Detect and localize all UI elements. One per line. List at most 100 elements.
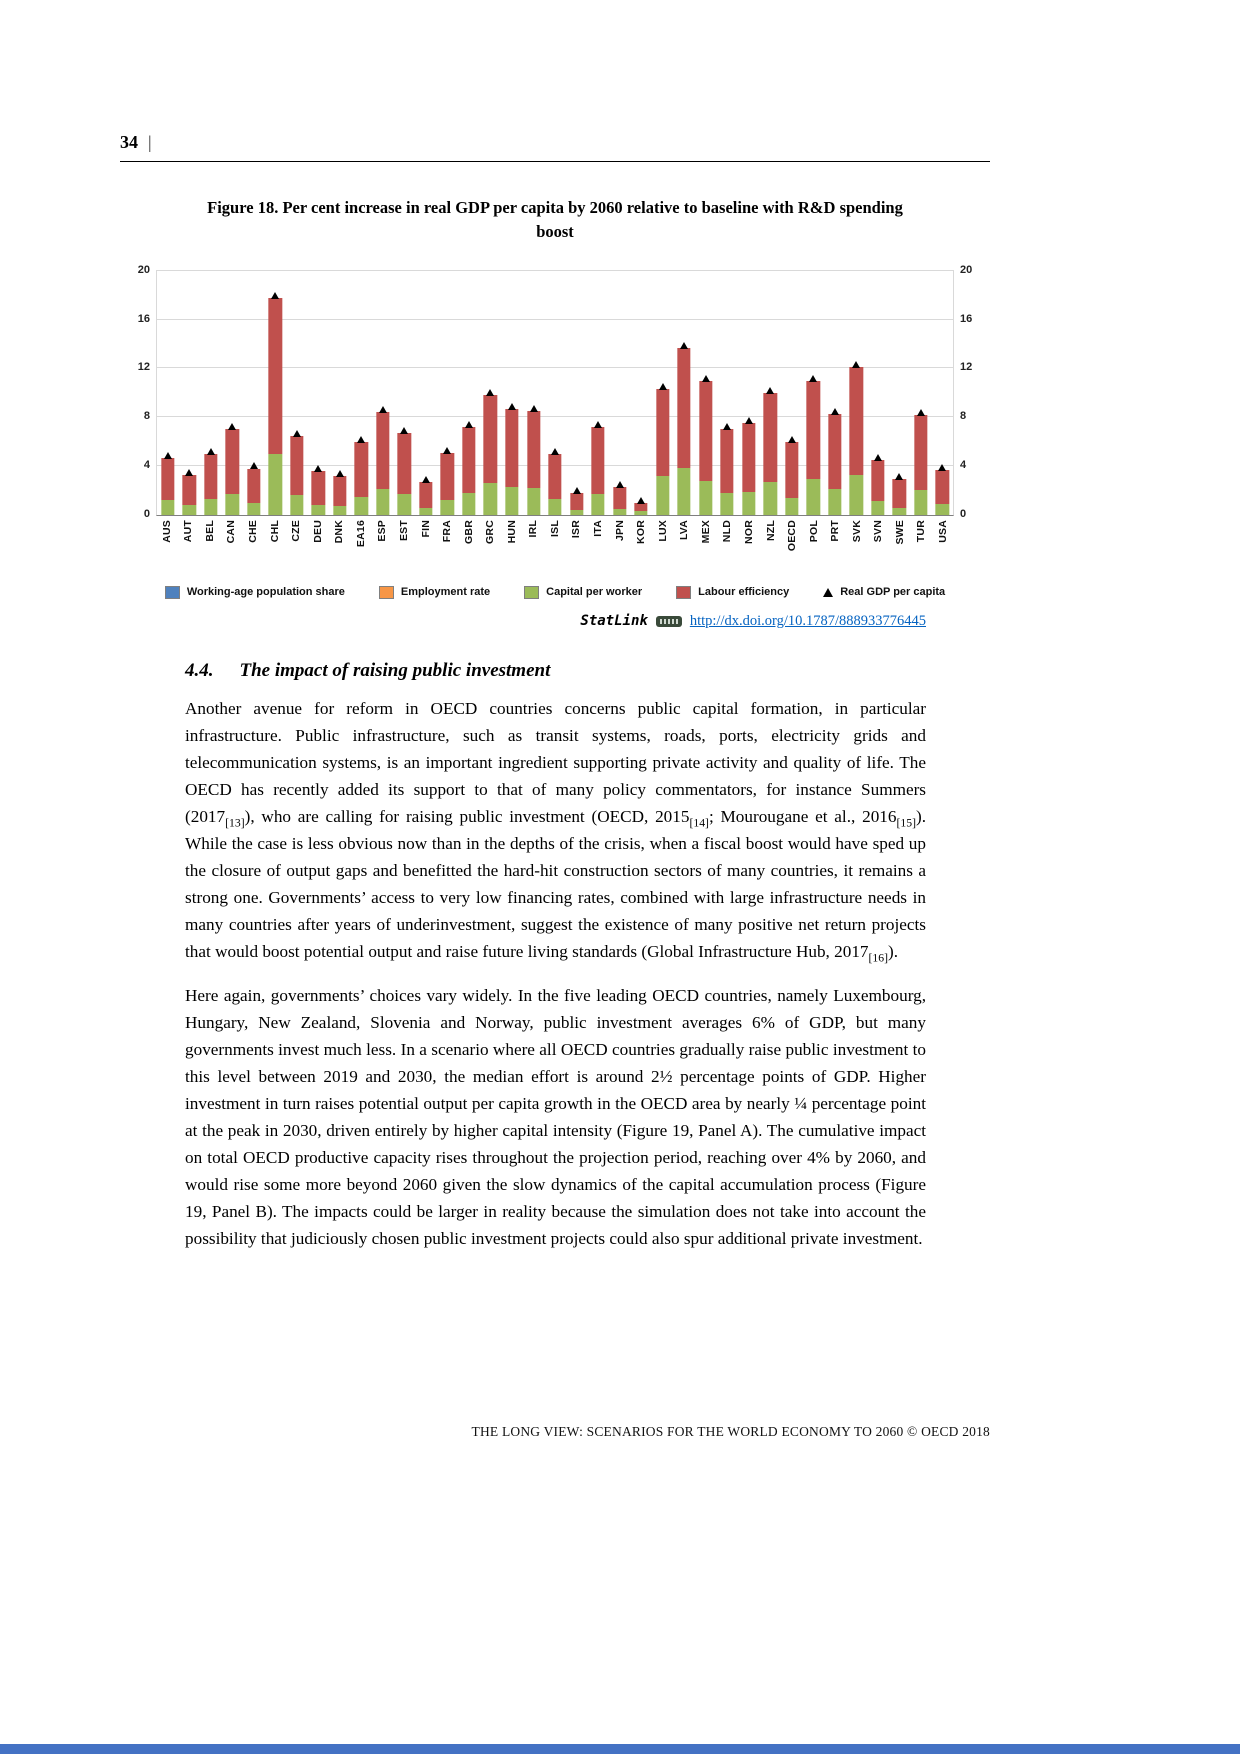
real-gdp-marker xyxy=(421,475,430,483)
legend-swatch-icon xyxy=(164,585,180,599)
real-gdp-marker xyxy=(335,469,344,477)
x-tick-label: CAN xyxy=(225,519,238,544)
x-label-cell: SVK xyxy=(846,520,868,576)
x-tick-label: LUX xyxy=(656,519,669,542)
bar-segment-capital-per-worker xyxy=(397,494,412,515)
bar-segment-labour-efficiency xyxy=(871,459,885,502)
paragraph: Another avenue for reform in OECD countr… xyxy=(185,698,926,965)
real-gdp-marker xyxy=(486,389,495,397)
bar-segment-capital-per-worker xyxy=(612,508,627,515)
bar-segment-capital-per-worker xyxy=(182,505,196,515)
bar-segment-capital-per-worker xyxy=(526,488,541,515)
bar-segment-labour-efficiency xyxy=(591,427,605,495)
x-label-cell: KOR xyxy=(630,520,652,576)
bar-stack xyxy=(333,271,347,515)
gridline xyxy=(157,318,953,320)
real-gdp-marker xyxy=(400,427,409,435)
real-gdp-marker xyxy=(615,480,624,488)
bar-column-chl xyxy=(265,271,287,515)
bar-segment-labour-efficiency xyxy=(419,481,433,508)
x-tick-label: CHL xyxy=(268,519,281,543)
x-tick-label: SVK xyxy=(850,519,863,543)
legend-swatch-icon xyxy=(378,585,394,599)
paragraph: Here again, governments’ choices vary wi… xyxy=(185,986,926,1249)
statlink-row: StatLink http://dx.doi.org/10.1787/88893… xyxy=(185,613,926,630)
bar-segment-capital-per-worker xyxy=(655,475,670,515)
real-gdp-marker xyxy=(594,421,603,429)
real-gdp-marker xyxy=(723,423,732,431)
y-tick-label-right: 4 xyxy=(960,459,967,472)
gridline xyxy=(157,367,953,369)
bar-segment-capital-per-worker xyxy=(892,507,906,515)
x-label-cell: ISR xyxy=(566,520,588,576)
page-footer: THE LONG VIEW: SCENARIOS FOR THE WORLD E… xyxy=(471,1424,990,1439)
real-gdp-marker xyxy=(228,423,237,431)
x-tick-label: DNK xyxy=(333,519,346,544)
x-tick-label: USA xyxy=(937,519,950,543)
x-label-cell: NOR xyxy=(738,520,760,576)
bar-column-lux xyxy=(652,271,674,515)
x-tick-label: JPN xyxy=(613,519,626,541)
x-label-cell: ITA xyxy=(587,520,609,576)
bar-segment-labour-efficiency xyxy=(204,453,218,499)
bar-segment-capital-per-worker xyxy=(806,479,820,515)
bar-stack xyxy=(720,271,734,515)
bar-segment-labour-efficiency xyxy=(742,423,756,492)
real-gdp-marker xyxy=(938,463,947,471)
bar-stack xyxy=(311,271,326,515)
bar-segment-capital-per-worker xyxy=(290,495,304,515)
y-tick-label-right: 8 xyxy=(960,410,967,423)
x-tick-label: ISL xyxy=(548,519,561,537)
x-label-cell: DNK xyxy=(329,520,351,576)
bar-segment-capital-per-worker xyxy=(785,497,799,515)
bar-column-cze xyxy=(286,271,308,515)
real-gdp-marker xyxy=(185,468,194,476)
legend-swatch-icon xyxy=(524,585,540,599)
bar-segment-labour-efficiency xyxy=(720,429,734,493)
real-gdp-marker xyxy=(464,421,473,429)
real-gdp-marker xyxy=(249,462,258,470)
bar-segment-capital-per-worker xyxy=(505,486,519,515)
legend-label: Labour efficiency xyxy=(698,586,790,599)
legend-label: Employment rate xyxy=(400,586,491,599)
bar-stack xyxy=(526,271,541,515)
x-label-cell: BEL xyxy=(199,520,221,576)
x-tick-label: POL xyxy=(807,519,820,543)
x-label-cell: HUN xyxy=(501,520,523,576)
x-tick-label: TUR xyxy=(915,519,928,543)
bar-segment-labour-efficiency xyxy=(828,413,842,490)
x-tick-label: AUT xyxy=(182,519,195,543)
x-tick-label: NLD xyxy=(721,519,734,543)
statlink-brand: StatLink xyxy=(580,613,648,630)
section-heading: 4.4. The impact of raising public invest… xyxy=(185,660,926,682)
real-gdp-marker xyxy=(292,429,301,437)
x-tick-label: GRC xyxy=(484,519,497,544)
bar-segment-labour-efficiency xyxy=(892,479,906,508)
x-label-cell: MEX xyxy=(695,520,717,576)
bar-column-prt xyxy=(824,271,846,515)
bottom-bar xyxy=(0,1744,1240,1754)
x-label-cell: POL xyxy=(803,520,825,576)
bar-stack xyxy=(892,271,906,515)
y-tick-label-right: 0 xyxy=(960,507,967,520)
real-gdp-marker xyxy=(873,453,882,461)
x-label-cell: FIN xyxy=(415,520,437,576)
section-number: 4.4. xyxy=(185,659,214,681)
bar-stack xyxy=(806,271,820,515)
bar-column-deu xyxy=(308,271,330,515)
bar-column-che xyxy=(243,271,265,515)
legend-label: Working-age population share xyxy=(186,586,345,599)
y-axis-left: 0 4 8 12 16 20 xyxy=(120,264,156,520)
x-axis-spacer-right xyxy=(954,516,990,576)
bar-segment-labour-efficiency xyxy=(397,433,412,495)
bar-segment-capital-per-worker xyxy=(440,500,455,515)
statlink-url[interactable]: http://dx.doi.org/10.1787/888933776445 xyxy=(689,612,926,629)
x-tick-label: NOR xyxy=(742,519,755,544)
bar-stack xyxy=(785,271,799,515)
bar-segment-labour-efficiency xyxy=(677,347,691,469)
bar-segment-labour-efficiency xyxy=(548,453,562,499)
bar-column-tur xyxy=(910,271,932,515)
real-gdp-marker xyxy=(744,417,753,425)
bar-segment-capital-per-worker xyxy=(871,501,885,515)
bar-segment-capital-per-worker xyxy=(483,483,498,515)
